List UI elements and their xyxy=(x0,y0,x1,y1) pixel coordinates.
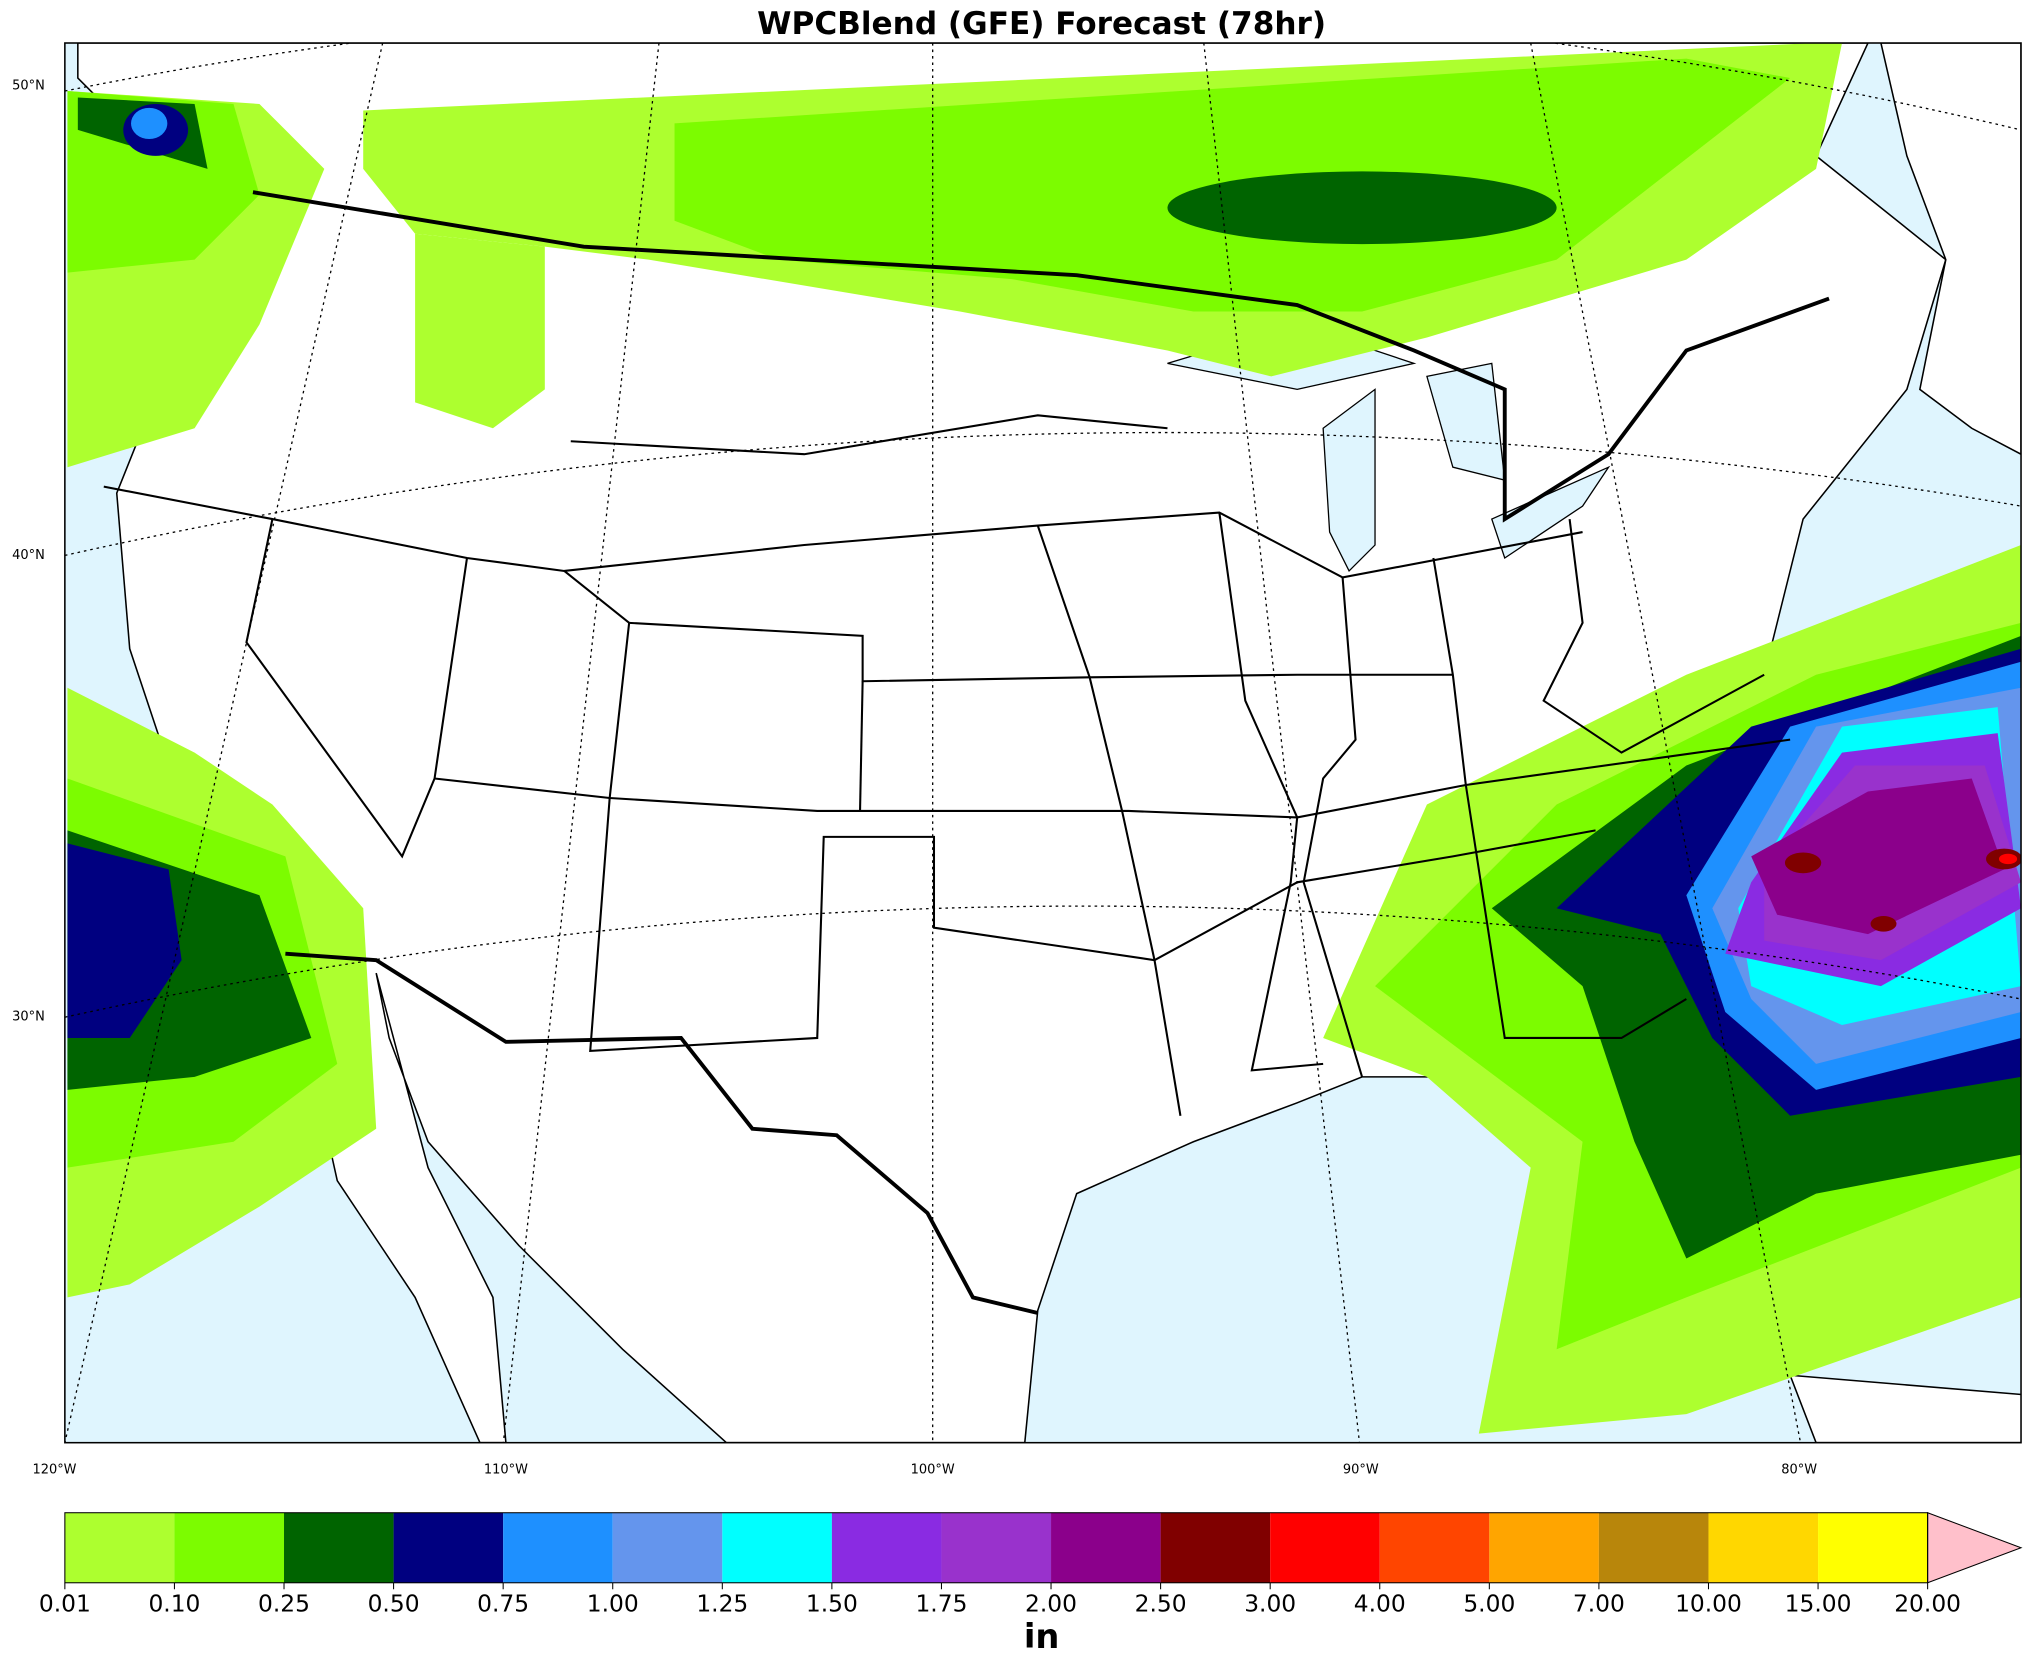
colorbar-bin xyxy=(174,1512,285,1583)
colorbar-unit: in xyxy=(1024,1617,1060,1656)
colorbar-tick-label: 10.00 xyxy=(1675,1589,1742,1617)
colorbar-bin xyxy=(1379,1512,1490,1583)
colorbar-tick-label: 0.10 xyxy=(148,1589,200,1617)
colorbar-tick-label: 0.75 xyxy=(477,1589,529,1617)
lon-label: 80°W xyxy=(1781,1462,1817,1477)
title: WPCBlend (GFE) Forecast (78hr) xyxy=(757,6,1326,42)
colorbar-bin xyxy=(1051,1512,1161,1583)
colorbar-bin xyxy=(393,1512,504,1583)
precipitation xyxy=(67,43,2022,1434)
colorbar-tick-label: 0.01 xyxy=(39,1589,91,1617)
colorbar-frame xyxy=(64,1512,1929,1584)
colorbar-tick-label: 1.25 xyxy=(696,1589,748,1617)
colorbar-tick-label: 5.00 xyxy=(1463,1589,1515,1617)
colorbar-bin xyxy=(612,1512,723,1583)
map-labels: 50°N 40°N 30°N 120°W 110°W 100°W 90°W 80°W xyxy=(12,78,1817,1477)
colorbar-bin xyxy=(941,1512,1052,1583)
colorbar-tick-label: 0.25 xyxy=(258,1589,310,1617)
colorbar-tick-label: 2.50 xyxy=(1135,1589,1187,1617)
lat-label: 40°N xyxy=(12,548,45,563)
lon-label: 90°W xyxy=(1343,1462,1379,1477)
colorbar-tick-label: 3.00 xyxy=(1244,1589,1296,1617)
colorbar-bin xyxy=(1489,1512,1599,1583)
colorbar-bin xyxy=(1270,1512,1380,1583)
colorbar-tick-label: 4.00 xyxy=(1354,1589,1406,1617)
colorbar-tick-label: 15.00 xyxy=(1785,1589,1852,1617)
colorbar-bin xyxy=(284,1512,394,1583)
graticule xyxy=(64,43,2022,1443)
colorbar-extend xyxy=(1927,1511,2023,1584)
colorbar-tick-label: 2.00 xyxy=(1025,1589,1077,1617)
colorbar: 0.01 0.10 0.25 0.50 0.75 1.00 1.25 1.50 1.75 2.00… xyxy=(39,1511,2023,1617)
borders xyxy=(103,190,1830,1315)
colorbar-tick-label: 1.00 xyxy=(587,1589,639,1617)
colorbar-bin xyxy=(1818,1512,1928,1583)
lon-label: 120°W xyxy=(32,1462,76,1477)
lat-label: 30°N xyxy=(12,1010,45,1025)
lakes xyxy=(1167,323,1611,573)
map-frame xyxy=(64,42,2022,1444)
colorbar-tick-label: 0.50 xyxy=(368,1589,420,1617)
colorbar-tick-label: 1.75 xyxy=(915,1589,967,1617)
colorbar-bin xyxy=(503,1512,613,1583)
colorbar-tick-label: 20.00 xyxy=(1894,1589,1961,1617)
lon-label: 100°W xyxy=(911,1462,955,1477)
colorbar-tick-label: 7.00 xyxy=(1573,1589,1625,1617)
colorbar-bin xyxy=(1160,1512,1271,1583)
colorbar-bin xyxy=(722,1512,832,1583)
colorbar-tick-label: 1.50 xyxy=(806,1589,858,1617)
map xyxy=(64,43,2022,1443)
colorbar-bin xyxy=(831,1512,942,1583)
colorbar-bin xyxy=(64,1512,175,1583)
lon-label: 110°W xyxy=(484,1462,528,1477)
colorbar-bin xyxy=(1598,1512,1709,1583)
colorbar-bin xyxy=(1708,1512,1819,1583)
lat-label: 50°N xyxy=(12,78,45,93)
